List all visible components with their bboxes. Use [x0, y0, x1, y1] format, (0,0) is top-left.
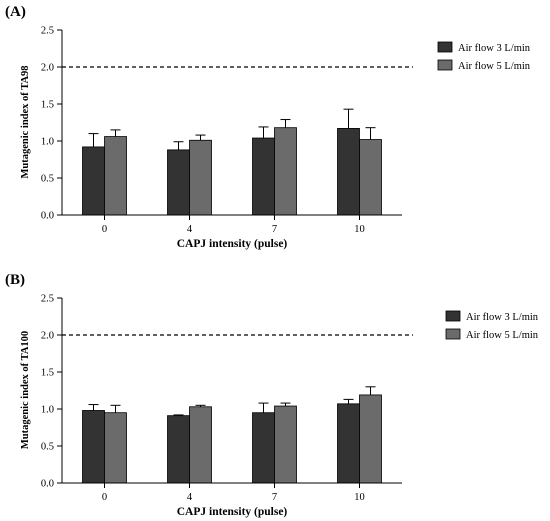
x-tick-label: 0 — [102, 224, 107, 235]
x-tick-label: 4 — [187, 492, 193, 503]
y-tick-label: 1.5 — [41, 368, 54, 379]
y-tick-label: 0.0 — [41, 479, 54, 490]
bar — [359, 139, 382, 216]
y-tick-label: 1.0 — [41, 405, 54, 416]
bar — [104, 412, 127, 484]
legend-swatch — [445, 310, 461, 322]
legend-label: Air flow 5 L/min — [466, 330, 539, 341]
y-tick-label: 1.0 — [41, 137, 54, 148]
bar — [274, 405, 297, 484]
y-axis-label: Mutagenic index of TA98 — [20, 65, 31, 178]
bar — [337, 128, 360, 216]
bar — [167, 415, 190, 484]
bar — [82, 146, 105, 216]
legend-swatch — [437, 59, 453, 71]
bar — [252, 137, 275, 216]
panel-label: (B) — [5, 272, 25, 288]
x-axis-label: CAPJ intensity (pulse) — [177, 506, 288, 518]
x-tick-label: 4 — [187, 224, 193, 235]
legend-swatch — [445, 328, 461, 340]
legend-label: Air flow 3 L/min — [466, 312, 539, 323]
x-tick-label: 7 — [272, 224, 277, 235]
chart-panel-a: (A) Mutagenic index of TA98 CAPJ intensi… — [5, 4, 531, 250]
y-tick-label: 0.5 — [41, 174, 54, 185]
bar — [252, 412, 275, 484]
y-tick-label: 0.5 — [41, 442, 54, 453]
bar — [359, 394, 382, 484]
bar — [82, 410, 105, 484]
x-tick-label: 7 — [272, 492, 277, 503]
y-axis-label: Mutagenic index of TA100 — [20, 331, 31, 449]
y-tick-label: 2.5 — [41, 294, 54, 305]
chart-panel-b: (B) Mutagenic index of TA100 CAPJ intens… — [5, 272, 539, 518]
panel-label: (A) — [5, 4, 26, 20]
y-tick-label: 0.0 — [41, 211, 54, 222]
x-tick-label: 10 — [354, 492, 365, 503]
y-tick-label: 2.0 — [41, 63, 54, 74]
x-tick-label: 0 — [102, 492, 107, 503]
bar — [189, 139, 212, 216]
x-tick-label: 10 — [354, 224, 365, 235]
x-axis-label: CAPJ intensity (pulse) — [177, 238, 288, 250]
legend-label: Air flow 3 L/min — [458, 43, 531, 54]
bar — [337, 403, 360, 484]
bar — [104, 136, 127, 216]
legend-swatch — [437, 41, 453, 53]
bar — [167, 149, 190, 216]
bar — [189, 406, 212, 484]
y-tick-label: 1.5 — [41, 100, 54, 111]
bar — [274, 127, 297, 216]
legend-label: Air flow 5 L/min — [458, 61, 531, 72]
y-tick-label: 2.0 — [41, 331, 54, 342]
y-tick-label: 2.5 — [41, 26, 54, 37]
